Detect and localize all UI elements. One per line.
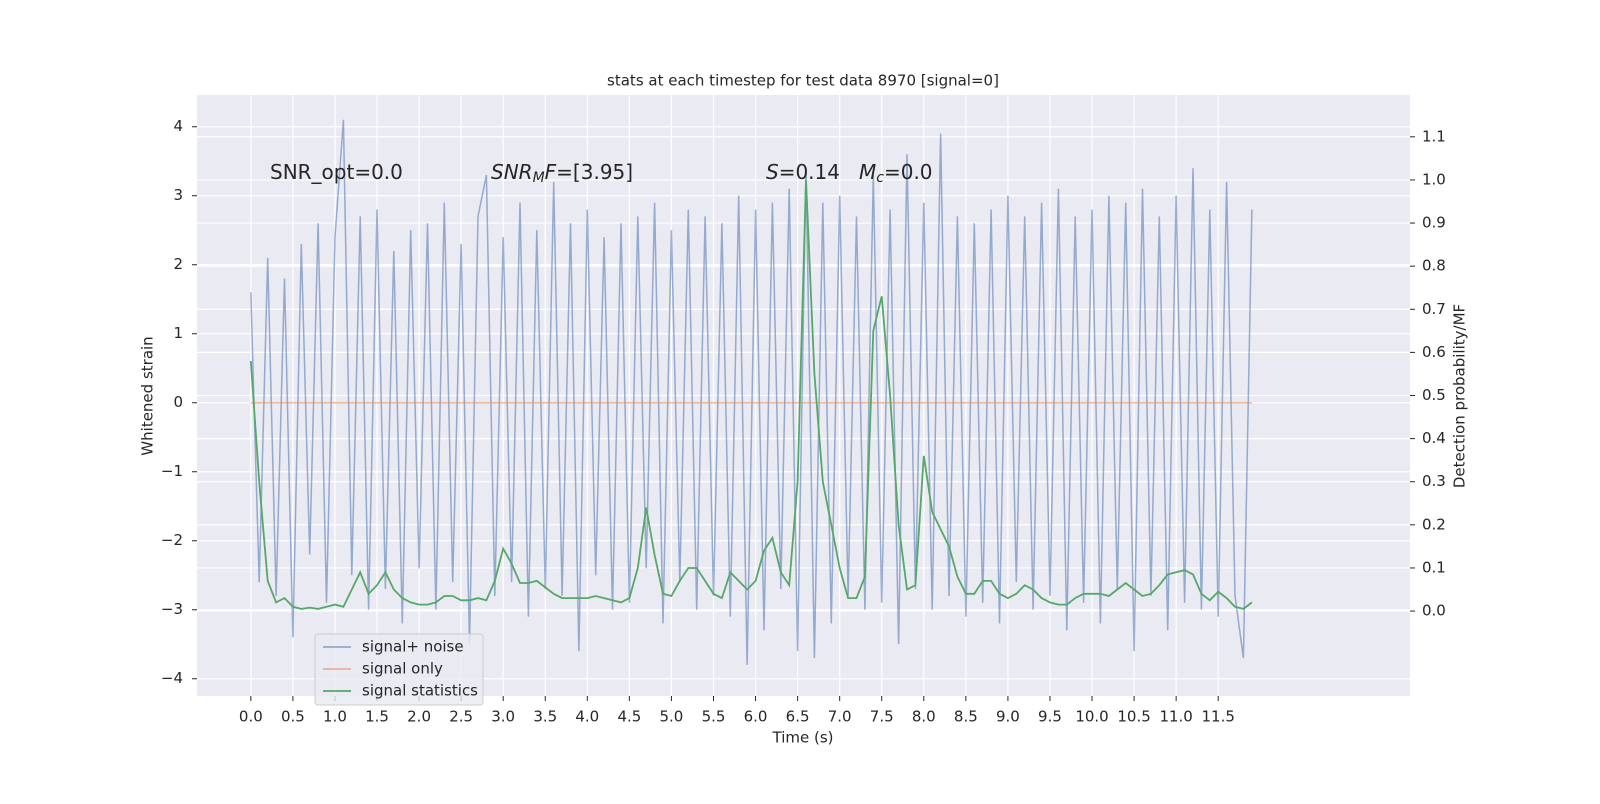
annotation-part: SNR_opt=0.0 — [270, 160, 403, 184]
y-tick-label: 1 — [173, 324, 183, 342]
y-axis-label: Whitened strain — [139, 336, 157, 455]
y2-tick-label: 1.1 — [1422, 127, 1446, 145]
x-tick-label: 3.0 — [491, 708, 515, 726]
y2-axis-label: Detection probability/MF — [1451, 304, 1469, 488]
annotation-part: F — [545, 160, 557, 184]
annotation-part: =0.0 — [884, 160, 933, 184]
y2-tick-label: 0.4 — [1422, 429, 1446, 447]
x-tick-label: 0.0 — [239, 708, 263, 726]
annotation: Mc=0.0 — [859, 160, 933, 187]
x-tick-label: 7.0 — [828, 708, 852, 726]
y-tick-label: −2 — [161, 531, 183, 549]
y2-tick-label: 1.0 — [1422, 170, 1446, 188]
y2-tick-label: 0.1 — [1422, 558, 1446, 576]
annotation: S=0.14 — [766, 160, 840, 184]
y2-tick-label: 0.6 — [1422, 343, 1446, 361]
annotation-part: M — [533, 170, 545, 186]
chart-title: stats at each timestep for test data 897… — [607, 72, 999, 90]
series-line — [249, 179, 1253, 610]
y2-tick-label: 0.2 — [1422, 515, 1446, 533]
annotation-part: =0.14 — [779, 160, 840, 184]
x-tick-label: 7.5 — [870, 708, 894, 726]
annotation-part: SNR — [491, 160, 533, 184]
x-tick-label: 10.0 — [1075, 708, 1108, 726]
y-tick-label: −1 — [161, 462, 183, 480]
x-tick-label: 11.5 — [1202, 708, 1235, 726]
y2-tick-label: 0.0 — [1422, 602, 1446, 620]
x-tick-label: 5.0 — [660, 708, 684, 726]
x-tick-label: 5.5 — [702, 708, 726, 726]
x-tick-label: 1.5 — [365, 708, 389, 726]
x-tick-label: 1.0 — [323, 708, 347, 726]
y2-tick-label: 0.3 — [1422, 472, 1446, 490]
x-tick-label: 3.5 — [533, 708, 557, 726]
y2-tick-label: 0.9 — [1422, 214, 1446, 232]
y-tick-label: 0 — [173, 393, 183, 411]
x-tick-label: 11.0 — [1159, 708, 1192, 726]
x-tick-label: 8.0 — [912, 708, 936, 726]
annotation-part: M — [859, 160, 876, 184]
y-tick-label: 2 — [173, 255, 183, 273]
annotation-part: c — [876, 170, 884, 186]
x-tick-label: 2.5 — [449, 708, 473, 726]
x-axis-label: Time (s) — [772, 729, 834, 747]
x-tick-label: 9.0 — [996, 708, 1020, 726]
y2-tick-label: 0.8 — [1422, 257, 1446, 275]
series-line — [250, 119, 1253, 665]
x-tick-label: 4.5 — [617, 708, 641, 726]
annotation-part: S — [766, 160, 779, 184]
y-tick-label: −4 — [161, 669, 183, 687]
x-tick-label: 0.5 — [281, 708, 305, 726]
legend-label: signal+ noise — [362, 638, 464, 656]
annotation: SNRMF=[3.95] — [491, 160, 633, 187]
annotation-part: =[3.95] — [556, 160, 633, 184]
y2-tick-label: 0.5 — [1422, 386, 1446, 404]
x-tick-label: 9.5 — [1038, 708, 1062, 726]
legend-label: signal statistics — [362, 682, 478, 700]
x-tick-label: 8.5 — [954, 708, 978, 726]
legend-box — [314, 633, 484, 706]
x-tick-label: 4.0 — [575, 708, 599, 726]
annotation: SNR_opt=0.0 — [270, 160, 403, 184]
y-tick-label: 4 — [173, 117, 183, 135]
x-tick-label: 6.0 — [744, 708, 768, 726]
y-tick-label: 3 — [173, 186, 183, 204]
x-tick-label: 10.5 — [1117, 708, 1150, 726]
x-tick-label: 2.0 — [407, 708, 431, 726]
y2-tick-label: 0.7 — [1422, 300, 1446, 318]
x-tick-label: 6.5 — [786, 708, 810, 726]
y-tick-label: −3 — [161, 600, 183, 618]
legend-label: signal only — [362, 660, 443, 678]
